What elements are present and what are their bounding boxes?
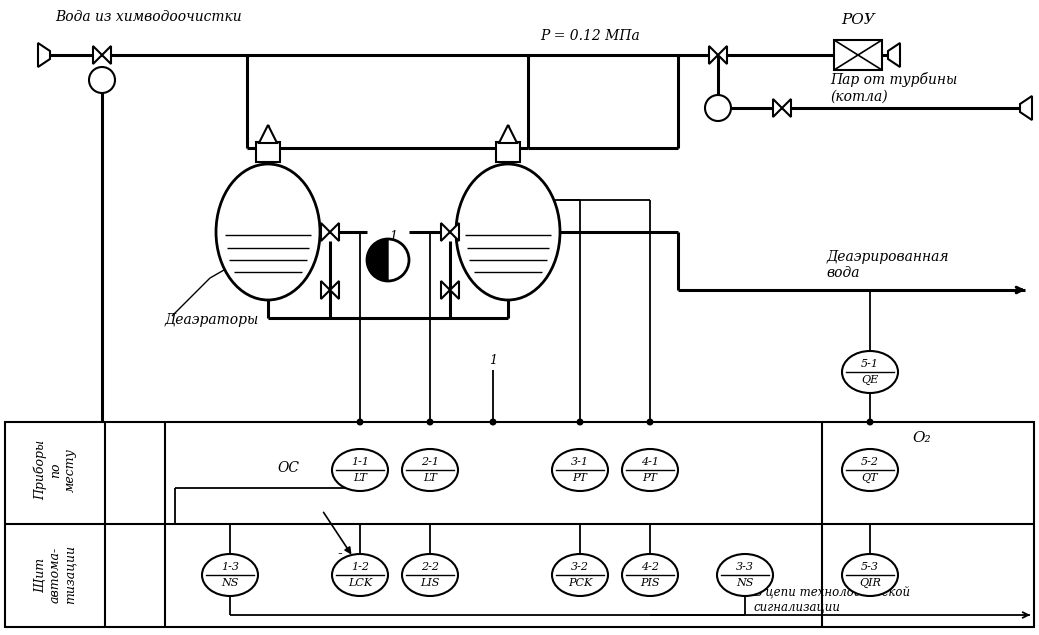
Ellipse shape <box>842 449 898 491</box>
Circle shape <box>489 418 497 425</box>
Polygon shape <box>1020 96 1032 120</box>
Bar <box>834 40 882 70</box>
Bar <box>256 142 279 162</box>
Bar <box>5 422 1034 627</box>
Text: PIS: PIS <box>640 578 660 588</box>
Polygon shape <box>259 125 277 143</box>
Polygon shape <box>782 99 791 117</box>
Circle shape <box>646 418 654 425</box>
Text: 4-2: 4-2 <box>641 562 659 572</box>
Circle shape <box>577 418 584 425</box>
Bar <box>496 142 520 162</box>
Text: 3-3: 3-3 <box>736 562 754 572</box>
Text: 1-3: 1-3 <box>221 562 239 572</box>
Text: QE: QE <box>861 375 879 385</box>
Circle shape <box>356 418 364 425</box>
Polygon shape <box>94 46 102 64</box>
Text: Пар от турбины
(котла): Пар от турбины (котла) <box>830 72 957 104</box>
Ellipse shape <box>332 449 388 491</box>
Polygon shape <box>718 46 727 64</box>
Text: QIR: QIR <box>859 578 881 588</box>
Polygon shape <box>330 223 339 241</box>
Text: LT: LT <box>353 473 367 483</box>
Text: LIS: LIS <box>421 578 439 588</box>
Text: O₂: O₂ <box>912 431 931 445</box>
Ellipse shape <box>717 554 773 596</box>
Ellipse shape <box>402 449 458 491</box>
Text: 3-1: 3-1 <box>571 457 589 467</box>
Circle shape <box>426 418 433 425</box>
Text: 1-4: 1-4 <box>94 75 111 85</box>
Text: 5-1: 5-1 <box>861 359 879 369</box>
Text: В цепи технологической
сигнализации: В цепи технологической сигнализации <box>753 585 910 613</box>
Polygon shape <box>773 99 782 117</box>
Text: 5-2: 5-2 <box>861 457 879 467</box>
Polygon shape <box>321 223 330 241</box>
Ellipse shape <box>456 164 560 300</box>
Polygon shape <box>102 46 111 64</box>
Polygon shape <box>450 281 459 299</box>
Ellipse shape <box>552 449 608 491</box>
Polygon shape <box>321 281 330 299</box>
Text: PT: PT <box>572 473 587 483</box>
Polygon shape <box>441 223 450 241</box>
Text: РОУ: РОУ <box>842 13 875 27</box>
Text: 3-2: 3-2 <box>571 562 589 572</box>
Text: 5-3: 5-3 <box>861 562 879 572</box>
Ellipse shape <box>622 554 678 596</box>
Polygon shape <box>709 46 718 64</box>
Text: LCK: LCK <box>348 578 372 588</box>
Text: 2-2: 2-2 <box>421 562 439 572</box>
Circle shape <box>367 239 409 281</box>
Text: 2-1: 2-1 <box>421 457 439 467</box>
Text: 3-4: 3-4 <box>709 103 727 113</box>
Polygon shape <box>38 43 50 67</box>
Circle shape <box>867 418 874 425</box>
Ellipse shape <box>216 164 320 300</box>
Ellipse shape <box>402 554 458 596</box>
Text: QT: QT <box>861 473 878 483</box>
Text: Деаэраторы: Деаэраторы <box>165 313 260 327</box>
Text: Вода из химводоочистки: Вода из химводоочистки <box>55 10 242 24</box>
Text: ОС: ОС <box>277 461 299 475</box>
Ellipse shape <box>622 449 678 491</box>
Text: PCK: PCK <box>568 578 592 588</box>
Text: NS: NS <box>737 578 753 588</box>
Text: 1: 1 <box>389 231 397 243</box>
Text: Приборы
по
месту: Приборы по месту <box>33 440 77 500</box>
Polygon shape <box>450 223 459 241</box>
Ellipse shape <box>842 351 898 393</box>
Text: Р = 0.12 МПа: Р = 0.12 МПа <box>540 29 640 43</box>
Circle shape <box>705 95 731 121</box>
Text: 1: 1 <box>489 354 497 366</box>
Text: Щит
автома-
тизации: Щит автома- тизации <box>33 545 77 605</box>
Ellipse shape <box>842 554 898 596</box>
Text: 1-1: 1-1 <box>351 457 369 467</box>
Polygon shape <box>330 281 339 299</box>
Polygon shape <box>367 239 388 281</box>
Ellipse shape <box>552 554 608 596</box>
Text: -: - <box>338 547 343 561</box>
Polygon shape <box>499 125 517 143</box>
Text: PT: PT <box>642 473 658 483</box>
Polygon shape <box>888 43 900 67</box>
Text: 4-1: 4-1 <box>641 457 659 467</box>
Polygon shape <box>441 281 450 299</box>
Ellipse shape <box>332 554 388 596</box>
Text: LT: LT <box>423 473 437 483</box>
Circle shape <box>89 67 115 93</box>
Text: 1-2: 1-2 <box>351 562 369 572</box>
Text: NS: NS <box>221 578 239 588</box>
Text: Деаэрированная
вода: Деаэрированная вода <box>826 250 949 280</box>
Ellipse shape <box>202 554 258 596</box>
